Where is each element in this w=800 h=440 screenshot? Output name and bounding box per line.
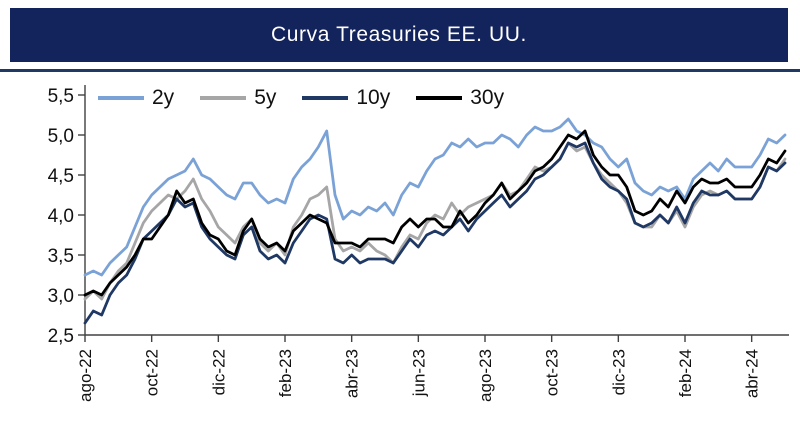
legend-label-10y: 10y [356,86,391,109]
series-line-5y [83,141,787,301]
legend-swatch-5y [200,96,247,100]
series-line-2y [83,117,787,277]
y-tick-label: 4,0 [48,206,74,227]
y-tick-label: 4,5 [48,166,74,187]
legend-item-30y: 30y [416,86,504,110]
legend-swatch-10y [302,96,349,100]
y-tick-label: 3,0 [48,286,74,307]
y-tick-label: 3,5 [48,246,74,267]
chart-title-bar: Curva Treasuries EE. UU. [10,8,788,62]
x-tick-label: dic-22 [209,349,228,395]
x-tick-label: oct-23 [543,349,562,396]
legend-item-10y: 10y [302,86,390,110]
x-tick-label: oct-22 [143,349,162,396]
title-underline [0,69,800,72]
legend-item-5y: 5y [200,86,276,110]
x-tick-label: feb-24 [676,349,695,397]
y-tick-label: 5,0 [48,126,74,147]
legend-label-2y: 2y [152,86,175,109]
x-tick-label: dic-23 [609,349,628,395]
legend-item-2y: 2y [98,86,174,110]
legend-label-30y: 30y [470,86,505,109]
x-tick-label: abr-24 [743,349,762,398]
treasury-yield-line-chart: 2,5 3,0 3,5 4,0 4,5 5,0 5,5 ago-22 oct-22 dic-22 f… [48,85,789,402]
x-tick-label: jun-23 [409,349,428,397]
y-tick-label: 2,5 [48,326,74,347]
legend-swatch-2y [98,96,144,100]
chart-title: Curva Treasuries EE. UU. [271,23,527,46]
legend-label-5y: 5y [254,86,277,109]
x-tick-label: ago-23 [476,349,495,402]
x-tick-label: ago-22 [76,349,95,402]
legend: 2y 5y 10y 30y [98,86,504,110]
x-tick-label: abr-23 [343,349,362,398]
x-tick-label: feb-23 [276,349,295,397]
y-tick-label: 5,5 [48,86,74,107]
series-line-30y [83,129,787,297]
legend-swatch-30y [416,96,463,100]
series-line-10y [83,141,787,325]
